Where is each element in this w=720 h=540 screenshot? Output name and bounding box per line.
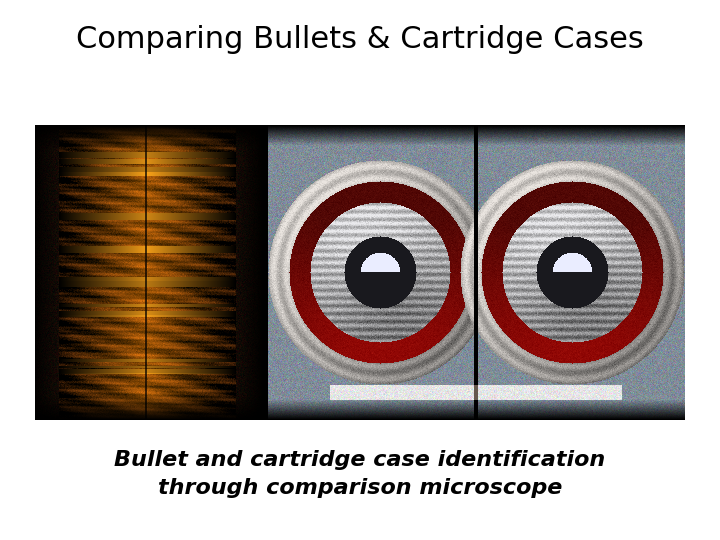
Text: through comparison microscope: through comparison microscope [158,478,562,498]
Text: Comparing Bullets & Cartridge Cases: Comparing Bullets & Cartridge Cases [76,25,644,55]
Text: Bullet and cartridge case identification: Bullet and cartridge case identification [114,450,606,470]
